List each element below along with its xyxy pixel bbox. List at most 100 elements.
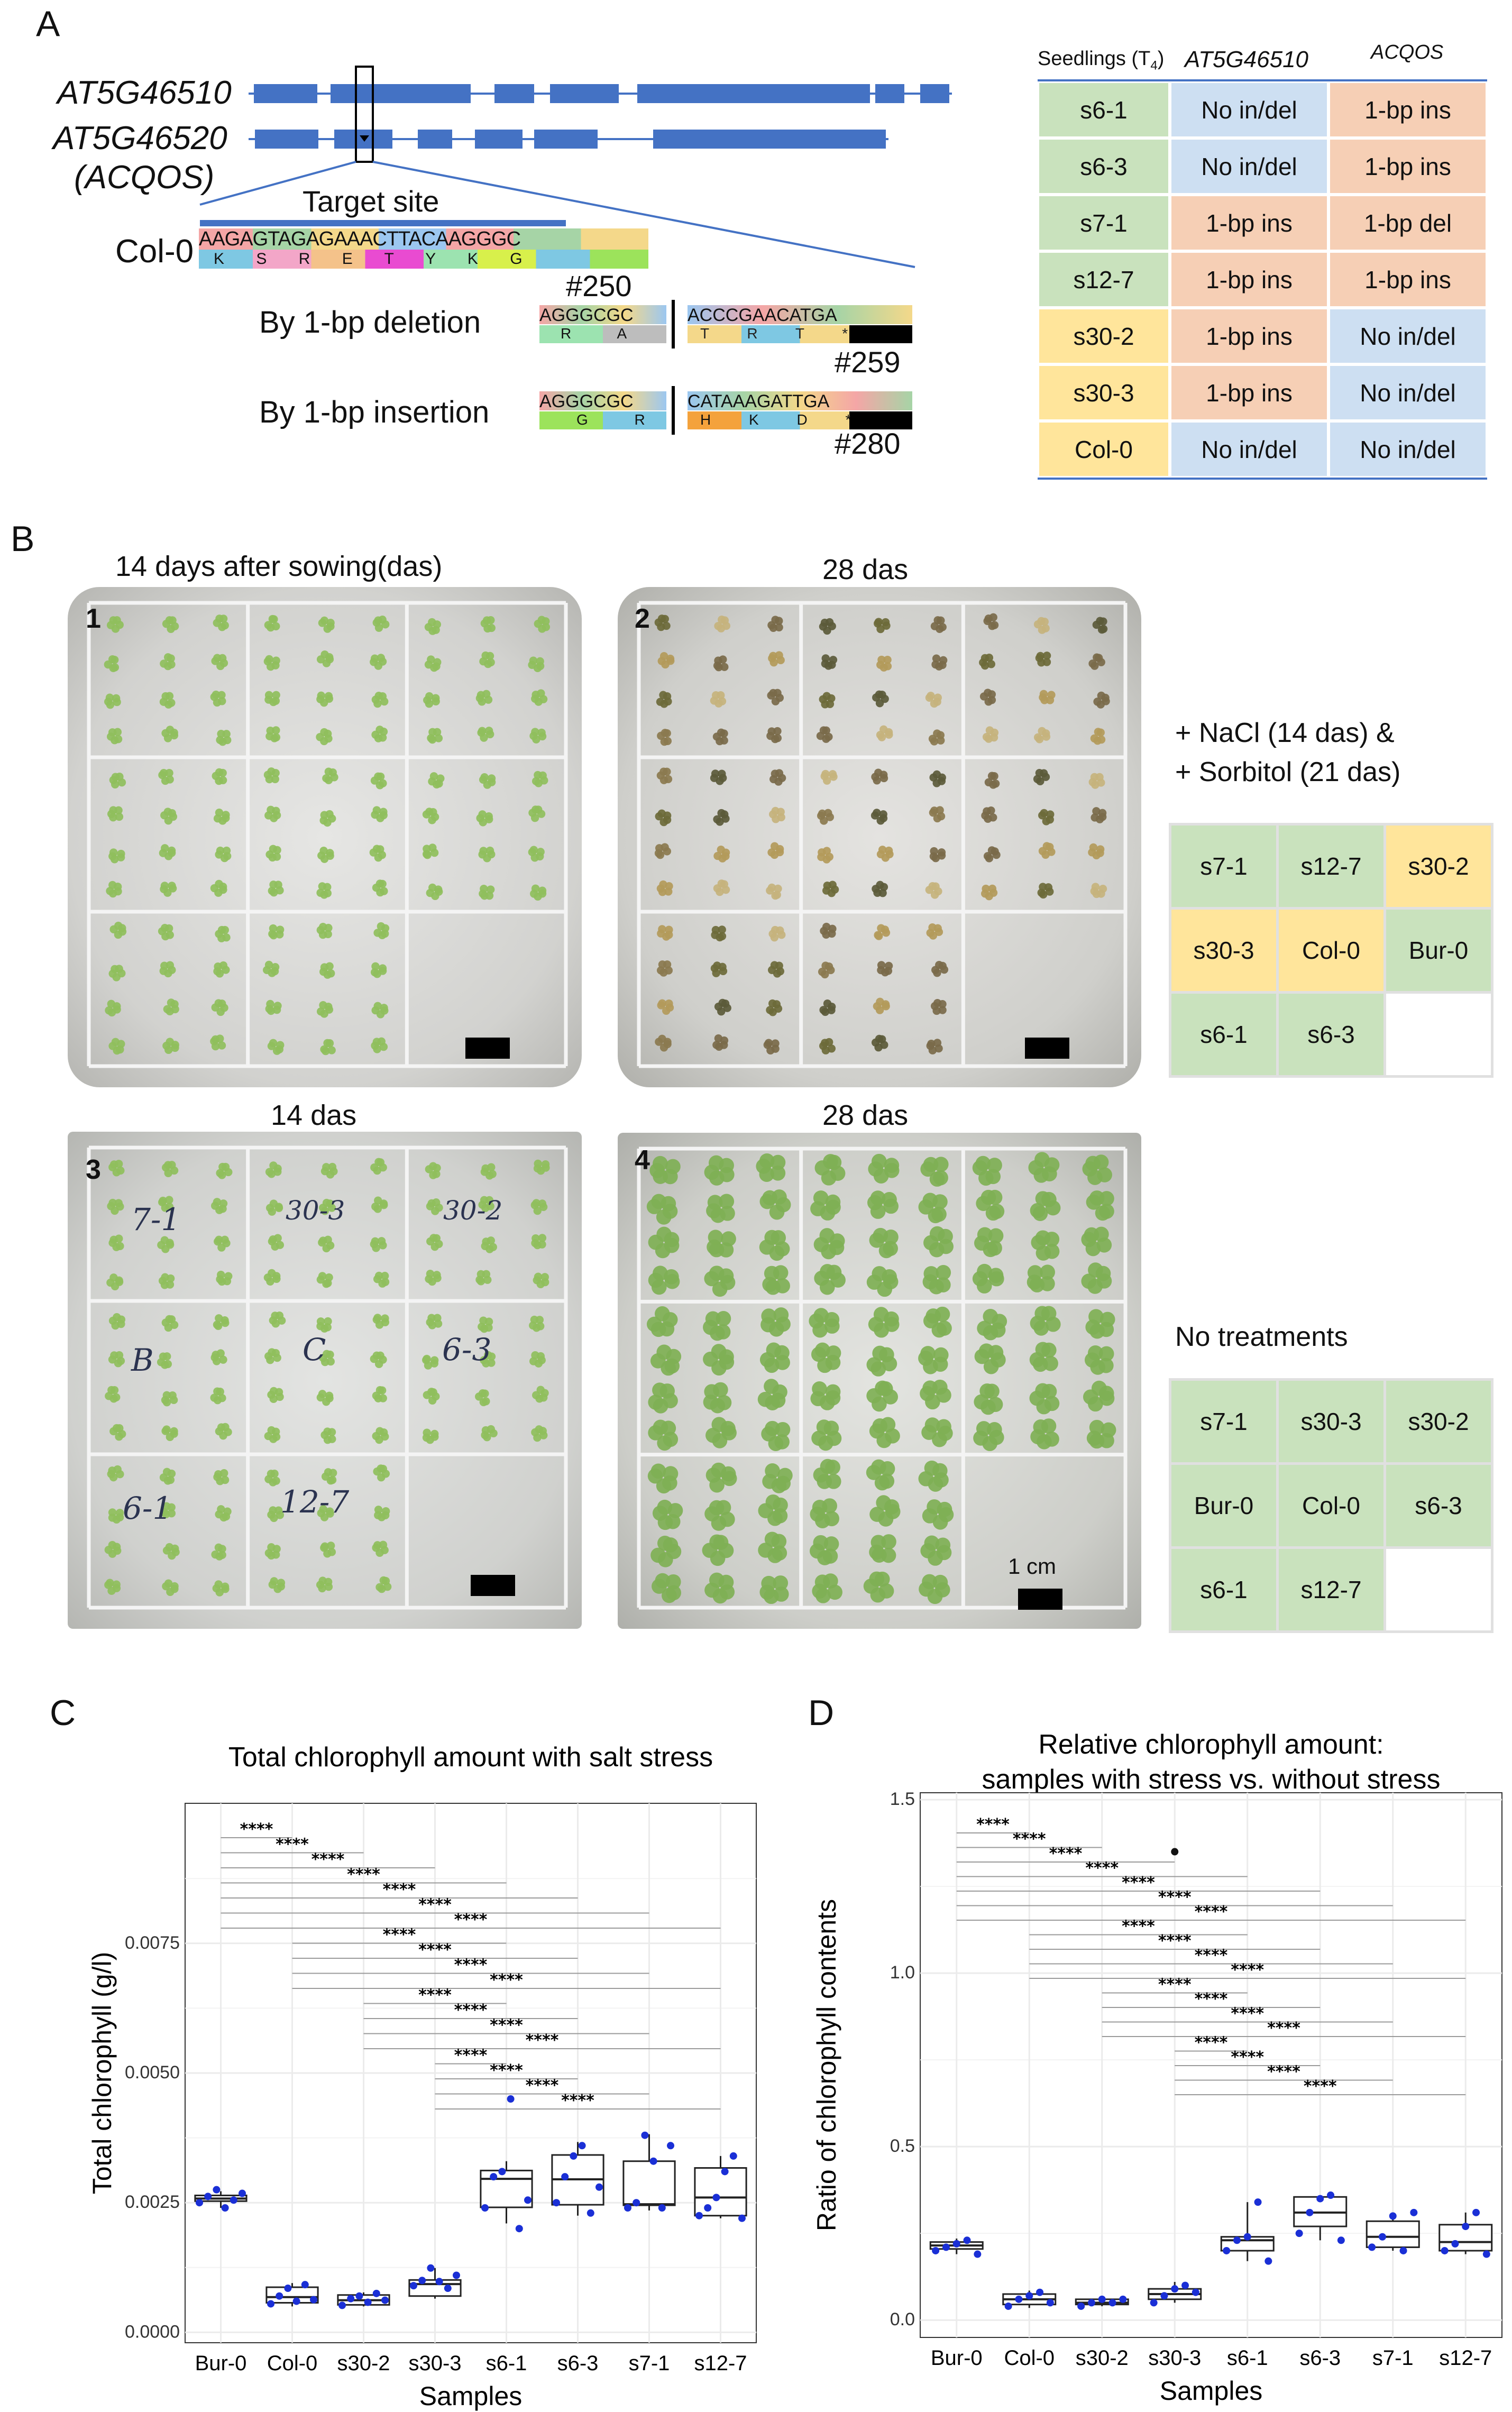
scale-bar-1: [465, 1038, 510, 1059]
handwritten-6-1: 6-1: [123, 1490, 172, 1526]
data-point: [721, 2168, 729, 2176]
grid-cell: s30-3: [1276, 1378, 1386, 1465]
data-point: [1025, 2292, 1033, 2300]
data-point: [932, 2246, 940, 2254]
data-point: [561, 2173, 569, 2181]
significance-stars: ****: [383, 1926, 416, 1945]
cell-gene2: 1-bp ins: [1328, 81, 1487, 138]
data-point: [410, 2282, 417, 2290]
data-point: [1108, 2299, 1116, 2307]
data-point: [963, 2236, 971, 2244]
genotype-table-row: s6-1 No in/del 1-bp ins: [1038, 81, 1487, 138]
grid-cell: s7-1: [1169, 823, 1279, 910]
grid-cell: s6-3: [1383, 1462, 1493, 1549]
photo-num-4: 4: [635, 1145, 650, 1176]
cell-gene1: 1-bp ins: [1170, 251, 1328, 308]
cell-gene2: 1-bp del: [1328, 195, 1487, 251]
data-point: [1087, 2299, 1095, 2307]
grid-cell: s12-7: [1276, 823, 1386, 910]
photo2-title: 28 das: [822, 554, 909, 585]
by-insertion-label: By 1-bp insertion: [259, 395, 490, 429]
plate-photo-2: [618, 587, 1141, 1087]
handwritten-30-3: 30-3: [286, 1195, 345, 1226]
grid-cell: s30-3: [1169, 907, 1279, 994]
data-point: [649, 2157, 657, 2165]
gene2-alias: (ACQOS): [74, 159, 215, 196]
significance-stars: ****: [418, 1941, 452, 1959]
data-point: [1171, 2285, 1179, 2293]
by-deletion-label: By 1-bp deletion: [259, 305, 481, 340]
data-point: [1368, 2243, 1376, 2251]
significance-stars: ****: [1267, 2019, 1300, 2038]
deletion-sequence: AGGGCGC R A ACCCGAACATGA T R T *: [539, 300, 912, 348]
genotype-table-header: Seedlings (T4) AT5G46510 ACQOS: [1038, 37, 1487, 81]
x-tick-label: s6-3: [557, 2352, 599, 2375]
grid-cell: [1383, 1546, 1493, 1633]
grid-cell: s6-3: [1276, 991, 1386, 1078]
significance-stars: ****: [1195, 1990, 1228, 2009]
box-Bur-0: [194, 2191, 248, 2208]
treatment-layout-grid: s7-1 s12-7 s30-2 s30-3 Col-0 Bur-0 s6-1 s6-3: [1169, 823, 1493, 1078]
cell-gene2: No in/del: [1328, 364, 1487, 421]
data-point: [1295, 2230, 1303, 2237]
cell-gene2: 1-bp ins: [1328, 251, 1487, 308]
cell-line: s30-2: [1038, 308, 1170, 364]
data-point: [1451, 2240, 1459, 2248]
box-s6-3: [551, 2142, 604, 2216]
data-point: [347, 2295, 355, 2303]
data-point: [355, 2292, 363, 2300]
significance-stars: ****: [490, 2016, 523, 2035]
treatment-label-1: + NaCl (14 das) &: [1175, 718, 1395, 748]
genotype-table-row: s30-2 1-bp ins No in/del: [1038, 308, 1487, 364]
significance-stars: ****: [1158, 1888, 1192, 1907]
significance-stars: ****: [1195, 1903, 1228, 1921]
data-point: [338, 2301, 346, 2309]
panel-label-b: B: [11, 519, 35, 559]
significance-stars: ****: [1231, 1961, 1264, 1979]
gene-structure-diagram: [199, 66, 952, 268]
data-point: [1233, 2236, 1241, 2244]
target-site-label: Target site: [303, 185, 439, 218]
significance-stars: ****: [454, 2047, 488, 2065]
panel-label-d: D: [808, 1693, 835, 1733]
photo-num-3: 3: [86, 1154, 101, 1185]
data-point: [1181, 2281, 1189, 2289]
ins-divider: [672, 386, 675, 435]
data-point: [1223, 2246, 1231, 2254]
data-point: [570, 2152, 578, 2160]
significance-stars: ****: [1158, 1932, 1192, 1950]
significance-stars: ****: [526, 2031, 559, 2050]
cell-line: Col-0: [1038, 421, 1170, 478]
data-point: [524, 2196, 532, 2204]
data-point: [1192, 2288, 1199, 2296]
del-divider: [672, 300, 675, 348]
data-point: [1046, 2299, 1054, 2307]
data-point: [490, 2173, 498, 2181]
significance-stars: ****: [1122, 1918, 1155, 1936]
data-point: [1378, 2233, 1386, 2241]
grid-cell: s6-1: [1169, 991, 1279, 1078]
data-point: [1441, 2246, 1449, 2254]
data-point: [1004, 2302, 1012, 2310]
genotype-table-row: Col-0 No in/del No in/del: [1038, 421, 1487, 478]
x-tick-label: Bur-0: [931, 2346, 983, 2370]
del-left-aa: R A: [539, 325, 666, 343]
significance-stars: ****: [1195, 2034, 1228, 2052]
plate-photo-4: [618, 1133, 1141, 1629]
cell-line: s7-1: [1038, 195, 1170, 251]
del-left-nt: AGGGCGC: [539, 305, 666, 324]
data-point: [292, 2297, 300, 2305]
treatment-label-2: + Sorbitol (21 das): [1175, 757, 1401, 787]
significance-stars: ****: [240, 1820, 273, 1839]
cell-gene1: 1-bp ins: [1170, 308, 1328, 364]
photo4-title: 28 das: [822, 1099, 909, 1131]
genotype-table: Seedlings (T4) AT5G46510 ACQOS s6-1 No in…: [1038, 37, 1487, 480]
data-point: [381, 2296, 389, 2304]
data-point: [310, 2296, 317, 2304]
grid-cell: s30-2: [1383, 823, 1493, 910]
data-point: [712, 2194, 720, 2202]
data-point: [498, 2168, 506, 2176]
x-tick-label: s30-2: [1076, 2346, 1129, 2370]
x-axis-label: Samples: [419, 2381, 523, 2411]
y-tick-label: 0.0000: [125, 2322, 180, 2342]
